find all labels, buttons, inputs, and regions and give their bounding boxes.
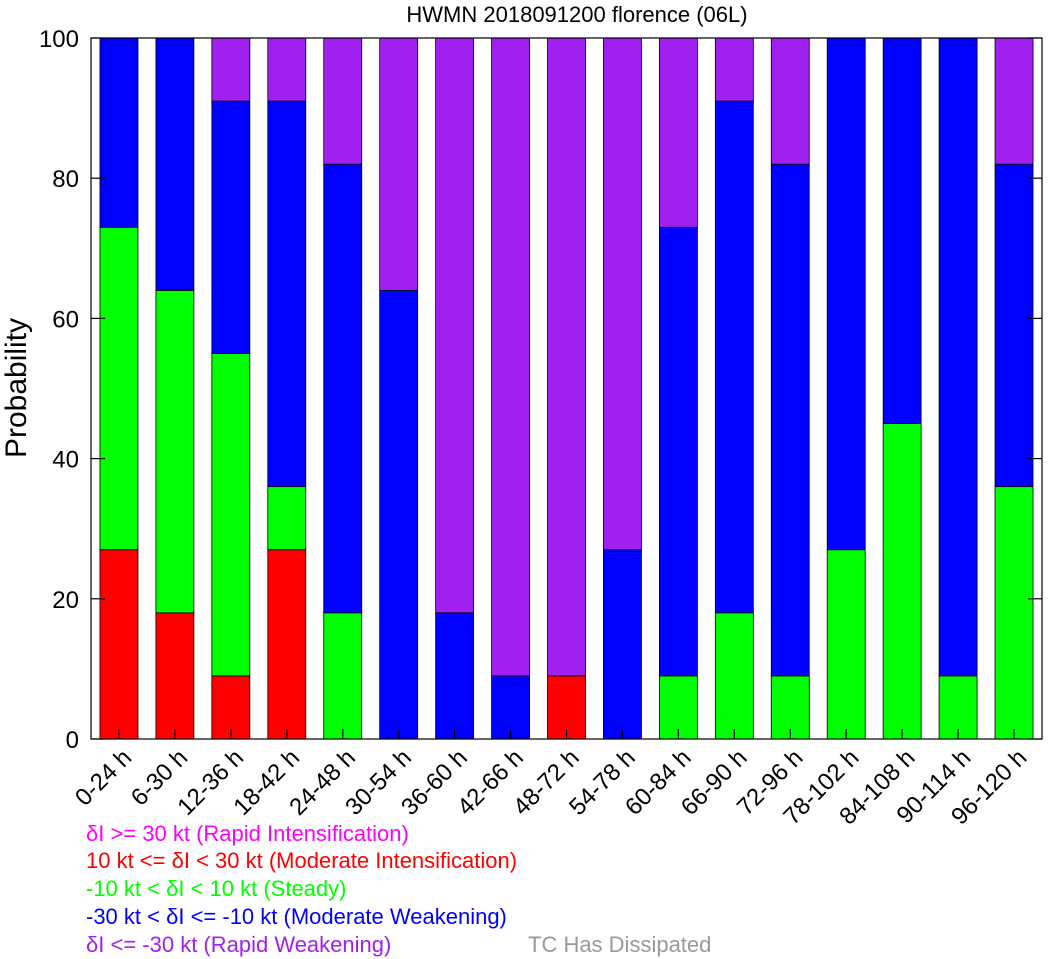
bar-segment-rapid_weakening-12 bbox=[770, 37, 810, 165]
legend-moderate-intensification: 10 kt <= δI < 30 kt (Moderate Intensific… bbox=[86, 848, 518, 873]
bar-segment-rapid_weakening-10 bbox=[658, 37, 698, 228]
x-tick-label-0: 0-24 h bbox=[70, 744, 137, 811]
bar-segment-steady-10 bbox=[658, 675, 698, 740]
bar-segment-steady-13 bbox=[826, 549, 866, 740]
legend-tc-dissipated: TC Has Dissipated bbox=[528, 932, 712, 957]
y-tick-label-40: 40 bbox=[52, 447, 79, 474]
bar-segment-moderate_weakening-16 bbox=[994, 163, 1034, 488]
chart-title: HWMN 2018091200 florence (06L) bbox=[406, 2, 747, 27]
bar-segment-steady-16 bbox=[994, 486, 1034, 740]
bars-layer bbox=[99, 37, 1034, 740]
bar-segment-rapid_weakening-6 bbox=[435, 37, 475, 614]
bar-segment-rapid_weakening-3 bbox=[267, 37, 307, 102]
bar-segment-moderate_weakening-9 bbox=[603, 549, 642, 740]
bar-segment-moderate_intensification-1 bbox=[155, 612, 195, 740]
bar-segment-steady-15 bbox=[938, 675, 978, 740]
bar-segment-steady-14 bbox=[882, 423, 922, 740]
bar-segment-moderate_intensification-2 bbox=[211, 675, 251, 740]
bar-segment-rapid_weakening-8 bbox=[547, 37, 586, 677]
bar-segment-moderate_weakening-11 bbox=[714, 100, 754, 614]
bar-segment-moderate_weakening-1 bbox=[155, 37, 195, 291]
bar-segment-moderate_weakening-7 bbox=[491, 675, 530, 740]
bar-segment-moderate_weakening-3 bbox=[267, 100, 307, 488]
bar-segment-rapid_weakening-5 bbox=[379, 37, 419, 291]
bar-segment-rapid_weakening-4 bbox=[323, 37, 363, 165]
bar-segment-moderate_weakening-0 bbox=[99, 37, 139, 228]
bar-segment-moderate_intensification-0 bbox=[99, 549, 139, 740]
bar-segment-rapid_weakening-16 bbox=[994, 37, 1034, 165]
legend-rapid-weakening: δI <= -30 kt (Rapid Weakening) bbox=[86, 932, 392, 957]
legend-rapid-intensification: δI >= 30 kt (Rapid Intensification) bbox=[86, 821, 409, 846]
bar-segment-moderate_weakening-4 bbox=[323, 163, 363, 614]
y-tick-label-60: 60 bbox=[52, 306, 79, 333]
bar-segment-steady-3 bbox=[267, 486, 307, 551]
bar-segment-rapid_weakening-7 bbox=[491, 37, 530, 677]
y-tick-label-100: 100 bbox=[39, 26, 79, 53]
bar-segment-moderate_weakening-10 bbox=[658, 226, 698, 677]
bar-segment-steady-1 bbox=[155, 289, 195, 614]
y-tick-label-80: 80 bbox=[52, 166, 79, 193]
y-tick-label-20: 20 bbox=[52, 587, 79, 614]
legend-steady: -10 kt < δI < 10 kt (Steady) bbox=[86, 876, 347, 901]
bar-segment-steady-4 bbox=[323, 612, 363, 740]
bar-segment-rapid_weakening-9 bbox=[603, 37, 642, 551]
bar-segment-moderate_weakening-5 bbox=[379, 289, 419, 740]
legend-moderate-weakening: -30 kt < δI <= -10 kt (Moderate Weakenin… bbox=[86, 904, 507, 929]
bar-segment-moderate_weakening-6 bbox=[435, 612, 475, 740]
bar-segment-moderate_weakening-13 bbox=[826, 37, 866, 551]
bar-segment-rapid_weakening-2 bbox=[211, 37, 251, 102]
bar-segment-steady-2 bbox=[211, 353, 251, 677]
bar-segment-moderate_intensification-3 bbox=[267, 549, 307, 740]
bar-segment-moderate_weakening-12 bbox=[770, 163, 810, 677]
bar-segment-moderate_weakening-15 bbox=[938, 37, 978, 677]
bar-segment-steady-11 bbox=[714, 612, 754, 740]
bar-segment-rapid_weakening-11 bbox=[714, 37, 754, 102]
y-tick-label-0: 0 bbox=[66, 727, 79, 754]
y-axis-label: Probability bbox=[0, 318, 33, 458]
bar-segment-moderate_weakening-14 bbox=[882, 37, 922, 424]
bar-segment-steady-0 bbox=[99, 226, 139, 551]
bar-segment-moderate_weakening-2 bbox=[211, 100, 251, 354]
